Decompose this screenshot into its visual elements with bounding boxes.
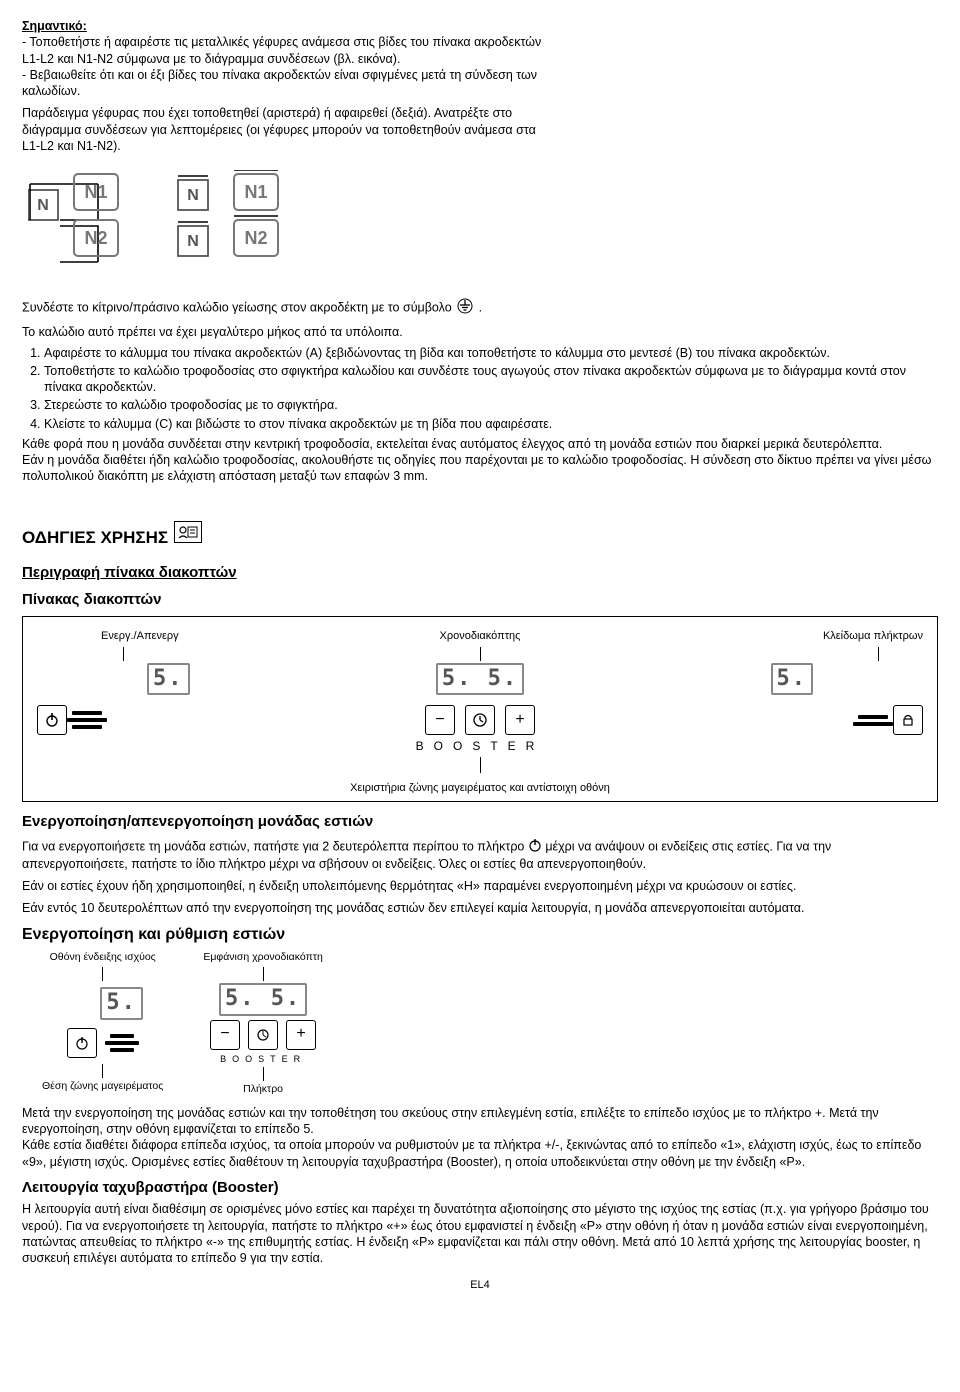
- lock-button[interactable]: [893, 705, 923, 735]
- panel-caption: Χειριστήρια ζώνης μαγειρέματος και αντίσ…: [37, 781, 923, 795]
- lbl-lock: Κλείδωμα πλήκτρων: [823, 629, 923, 643]
- display-right: 5.: [771, 663, 814, 696]
- zone-indicator-right: [853, 712, 893, 729]
- mini-disp-timer: 5. 5.: [219, 983, 307, 1016]
- timer-button[interactable]: [465, 705, 495, 735]
- svg-text:N: N: [37, 197, 49, 214]
- user-manual-icon: [174, 521, 202, 543]
- ground-para: Συνδέστε το κίτρινο/πράσινο καλώδιο γείω…: [22, 298, 938, 318]
- lbl-timer: Χρονοδιακόπτης: [440, 629, 521, 643]
- display-timer: 5. 5.: [436, 663, 524, 696]
- onoff-p3: Εάν εντός 10 δευτερολέπτων από την ενεργ…: [22, 900, 938, 916]
- lbl-onoff: Ενεργ./Aπενεργ: [101, 629, 179, 643]
- important-bullet1: - Τοποθετήστε ή αφαιρέστε τις μεταλλικές…: [22, 34, 542, 67]
- svg-text:N: N: [187, 187, 199, 204]
- onoff-title: Ενεργοποίηση/απενεργοποίηση μονάδας εστι…: [22, 812, 938, 832]
- terminal-diagram: N N1 N2 N N N1 N2: [28, 170, 938, 280]
- ground-p2: Το καλώδιο αυτό πρέπει να έχει μεγαλύτερ…: [22, 324, 938, 340]
- power-icon-inline: [528, 838, 542, 856]
- step-1: Αφαιρέστε το κάλυμμα του πίνακα ακροδεκτ…: [44, 345, 938, 361]
- mini-plus-btn[interactable]: +: [286, 1020, 316, 1050]
- lbl-power-disp: Οθόνη ένδειξης ισχύος: [50, 951, 156, 965]
- activate-p2: Κάθε εστία διαθέτει διάφορα επίπεδα ισχύ…: [22, 1137, 938, 1170]
- mini-power-btn[interactable]: [67, 1028, 97, 1058]
- aftersteps-p2: Εάν η μονάδα διαθέτει ήδη καλώδιο τροφοδ…: [22, 452, 938, 485]
- minus-button[interactable]: −: [425, 705, 455, 735]
- plus-button[interactable]: +: [505, 705, 535, 735]
- booster-label: BOOSTER: [37, 739, 923, 755]
- lbl-button: Πλήκτρο: [243, 1083, 283, 1097]
- mini-zone-shape: [105, 1031, 139, 1055]
- important-block: Σημαντικό: - Τοποθετήστε ή αφαιρέστε τις…: [22, 18, 542, 154]
- activate-title: Ενεργοποίηση και ρύθμιση εστιών: [22, 925, 938, 946]
- ground-text-a: Συνδέστε το κίτρινο/πράσινο καλώδιο γείω…: [22, 300, 455, 314]
- panel-desc: Περιγραφή πίνακα διακοπτών: [22, 563, 938, 583]
- instruction-list: Αφαιρέστε το κάλυμμα του πίνακα ακροδεκτ…: [22, 345, 938, 432]
- mini-booster: BOOSTER: [220, 1054, 306, 1066]
- step-2: Τοποθετήστε το καλώδιο τροφοδοσίας στο σ…: [44, 363, 938, 396]
- activate-p1: Μετά την ενεργοποίηση της μονάδας εστιών…: [22, 1105, 938, 1138]
- panel-title: Πίνακας διακοπτών: [22, 590, 938, 610]
- svg-text:N1: N1: [84, 182, 107, 202]
- svg-text:N: N: [187, 233, 199, 250]
- important-heading: Σημαντικό:: [22, 18, 542, 34]
- mini-timer-btn[interactable]: [248, 1020, 278, 1050]
- ground-icon: [457, 298, 473, 318]
- svg-text:N2: N2: [84, 228, 107, 248]
- onoff-p1: Για να ενεργοποιήσετε τη μονάδα εστιών, …: [22, 838, 938, 873]
- mini-minus-btn[interactable]: −: [210, 1020, 240, 1050]
- lbl-zone-pos: Θέση ζώνης μαγειρέματος: [42, 1080, 163, 1094]
- step-3: Στερεώστε το καλώδιο τροφοδοσίας με το σ…: [44, 397, 938, 413]
- ground-text-b: .: [479, 300, 482, 314]
- important-p1: Παράδειγμα γέφυρας που έχει τοποθετηθεί …: [22, 105, 542, 154]
- svg-text:N1: N1: [244, 182, 267, 202]
- aftersteps-p1: Κάθε φορά που η μονάδα συνδέεται στην κε…: [22, 436, 938, 452]
- booster-title: Λειτουργία ταχυβραστήρα (Booster): [22, 1178, 938, 1198]
- zone-indicator-left: [67, 708, 107, 732]
- control-panel-diagram: Ενεργ./Aπενεργ Χρονοδιακόπτης Κλείδωμα π…: [22, 616, 938, 802]
- mini-panel-diagram: Οθόνη ένδειξης ισχύος 5. Θέση ζώνης μαγε…: [42, 951, 938, 1097]
- booster-p: Η λειτουργία αυτή είναι διαθέσιμη σε ορι…: [22, 1201, 938, 1266]
- step-4: Κλείστε το κάλυμμα (C) και βιδώστε το στ…: [44, 416, 938, 432]
- mini-disp-power: 5.: [100, 987, 143, 1020]
- lbl-timer-disp: Εμφάνιση χρονοδιακόπτη: [203, 951, 322, 965]
- onoff-p2: Εάν οι εστίες έχουν ήδη χρησιμοποιηθεί, …: [22, 878, 938, 894]
- svg-text:N2: N2: [244, 228, 267, 248]
- display-left: 5.: [147, 663, 190, 696]
- important-bullet2: - Βεβαιωθείτε ότι και οι έξι βίδες του π…: [22, 67, 542, 100]
- power-button[interactable]: [37, 705, 67, 735]
- page-footer: EL4: [22, 1278, 938, 1292]
- usage-title: ΟΔΗΓΙΕΣ ΧΡΗΣΗΣ: [22, 527, 168, 549]
